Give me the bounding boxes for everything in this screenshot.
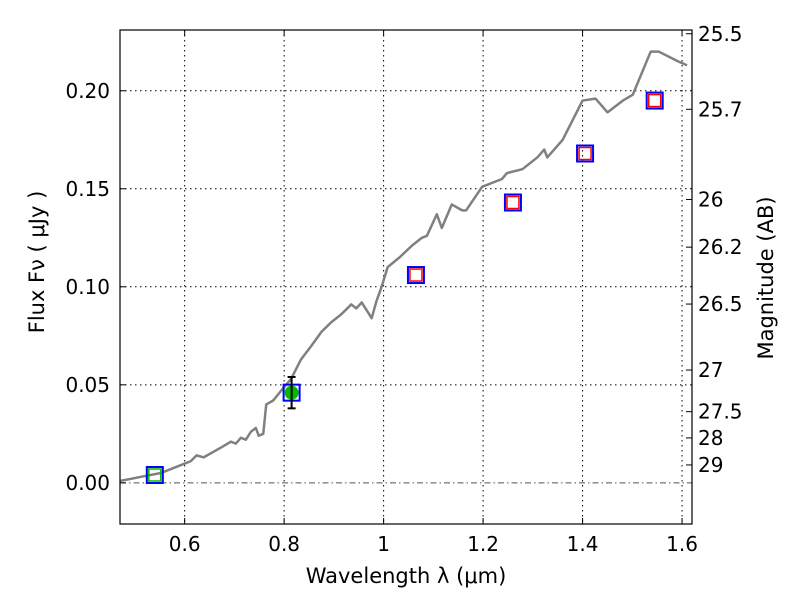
observed-point <box>148 468 162 482</box>
predicted-point <box>647 93 662 108</box>
x-tick-label: 1.4 <box>567 532 599 556</box>
x-tick-label: 0.8 <box>268 532 300 556</box>
x-tick-label: 1 <box>377 532 390 556</box>
model-point <box>406 266 425 285</box>
model-point <box>576 144 595 163</box>
x-tick-label: 1.2 <box>467 532 499 556</box>
y-tick-label: 0.20 <box>65 79 110 103</box>
x-tick-label: 1.6 <box>666 532 698 556</box>
y2-tick-label: 28 <box>698 426 723 450</box>
y2-tick-label: 25.5 <box>698 22 743 46</box>
y-tick-label: 0.00 <box>65 471 110 495</box>
y2-tick-label: 26 <box>698 187 723 211</box>
predicted-point <box>578 146 592 161</box>
ticks: 0.6 0.8 1 1.2 1.4 1.6 0.00 0.05 0.10 0.15 0.20 25.5… <box>65 22 742 556</box>
y2-tick-label: 27 <box>698 358 723 382</box>
model-point <box>645 91 664 110</box>
predicted-point <box>506 195 520 210</box>
y-axis-label: Flux Fν ( μJy ) <box>25 191 49 334</box>
y2-tick-label: 26.5 <box>698 292 743 316</box>
plot-frame <box>119 29 693 525</box>
y-tick-label: 0.05 <box>65 373 110 397</box>
model-point <box>503 193 522 212</box>
y2-tick-label: 25.7 <box>698 97 743 121</box>
x-axis-label: Wavelength λ (μm) <box>306 564 507 588</box>
y2-tick-label: 26.2 <box>698 235 743 259</box>
y2-tick-label: 27.5 <box>698 400 743 424</box>
y-tick-label: 0.15 <box>65 177 110 201</box>
y-tick-label: 0.10 <box>65 275 110 299</box>
model-point <box>145 465 164 484</box>
plot-marks <box>120 50 688 484</box>
grid <box>120 30 692 524</box>
x-tick-label: 0.6 <box>169 532 201 556</box>
spectrum-line <box>120 50 688 483</box>
predicted-point <box>409 268 423 282</box>
y2-tick-label: 29 <box>698 453 723 477</box>
y2-axis-label: Magnitude (AB) <box>754 196 778 359</box>
